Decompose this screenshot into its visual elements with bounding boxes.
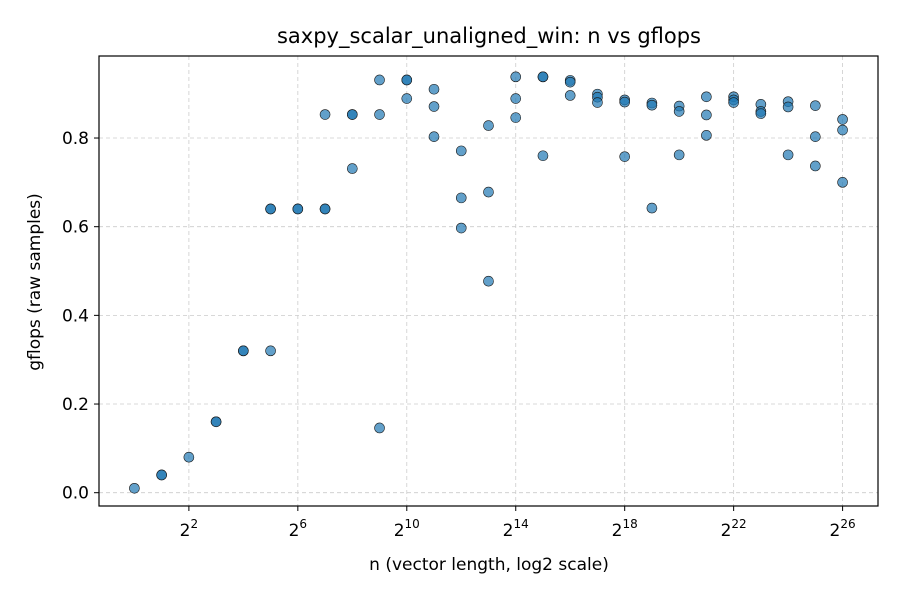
data-point	[810, 160, 821, 172]
data-point	[374, 109, 385, 120]
data-point	[347, 109, 358, 120]
x-tick-label: 214	[503, 517, 529, 541]
data-point	[374, 74, 385, 86]
y-tick-label: 0.8	[62, 129, 89, 149]
y-tick-label: 0.2	[62, 395, 89, 415]
y-axis-label: gflops (raw samples)	[25, 193, 45, 371]
x-tick-exponent: 18	[622, 517, 637, 531]
data-point	[782, 101, 794, 113]
data-point	[619, 151, 630, 162]
data-point	[673, 149, 685, 161]
data-point	[782, 149, 794, 161]
plot-frame	[98, 55, 879, 507]
data-point	[401, 93, 413, 104]
data-point	[428, 83, 440, 95]
data-point	[483, 275, 494, 287]
x-tick-base: 2	[612, 521, 623, 541]
y-tick-label: 0.0	[62, 484, 89, 504]
data-point	[646, 202, 658, 214]
data-point	[837, 124, 848, 136]
data-point	[510, 93, 522, 104]
data-point	[483, 120, 494, 131]
data-point	[837, 177, 848, 188]
x-tick-label: 222	[721, 517, 747, 541]
data-point	[701, 130, 712, 141]
data-point	[701, 91, 712, 103]
x-tick-exponent: 26	[840, 517, 855, 531]
data-point	[455, 145, 467, 157]
x-tick-exponent: 22	[731, 517, 746, 531]
x-tick-exponent: 6	[299, 517, 307, 531]
data-point	[564, 76, 576, 88]
data-point	[483, 186, 494, 198]
data-point	[455, 222, 467, 234]
data-point	[319, 109, 331, 120]
x-tick-base: 2	[721, 521, 732, 541]
data-point	[810, 131, 821, 142]
grid-lines	[99, 56, 878, 506]
data-point	[701, 109, 712, 121]
data-point	[510, 71, 522, 83]
data-point	[374, 422, 385, 434]
x-axis-label: n (vector length, log2 scale)	[369, 555, 609, 575]
data-point	[455, 192, 467, 204]
data-point	[238, 345, 249, 357]
data-point	[510, 112, 522, 123]
data-point	[837, 114, 848, 125]
data-point	[646, 99, 658, 111]
x-tick-label: 226	[830, 517, 856, 541]
x-tick-exponent: 14	[514, 517, 529, 531]
x-tick-base: 2	[394, 521, 405, 541]
data-point	[401, 74, 413, 86]
x-tick-base: 2	[289, 521, 300, 541]
data-point	[156, 469, 167, 481]
x-tick-label: 218	[612, 517, 638, 541]
x-tick-label: 26	[289, 517, 307, 541]
x-tick-label: 22	[180, 517, 198, 541]
y-axis-ticks: 0.0 0.2 0.4 0.6 0.8	[62, 129, 99, 504]
data-point	[537, 71, 549, 83]
data-point	[265, 345, 276, 357]
data-point	[129, 482, 140, 494]
data-point	[755, 108, 767, 119]
data-point	[265, 203, 276, 215]
data-point	[673, 106, 685, 117]
x-axis-ticks: 22 26 210 214 218 222 226	[180, 506, 856, 541]
data-point	[619, 96, 630, 108]
data-point	[292, 203, 304, 215]
data-point	[564, 90, 576, 101]
x-tick-label: 210	[394, 517, 420, 541]
data-point	[810, 100, 821, 111]
x-tick-base: 2	[830, 521, 841, 541]
x-tick-exponent: 10	[405, 517, 420, 531]
data-point	[537, 150, 549, 162]
data-point	[428, 131, 440, 142]
data-point	[183, 451, 195, 463]
x-tick-exponent: 2	[190, 517, 198, 531]
y-tick-label: 0.4	[62, 306, 89, 326]
data-point	[728, 97, 739, 108]
data-point	[347, 163, 358, 174]
data-point	[428, 101, 440, 112]
y-tick-label: 0.6	[62, 218, 89, 238]
x-tick-base: 2	[503, 521, 514, 541]
data-point	[210, 416, 222, 428]
data-point	[592, 97, 603, 108]
x-tick-base: 2	[180, 521, 191, 541]
data-point	[319, 203, 331, 215]
data-points	[129, 71, 848, 494]
chart-title: saxpy_scalar_unaligned_win: n vs gflops	[277, 24, 701, 49]
